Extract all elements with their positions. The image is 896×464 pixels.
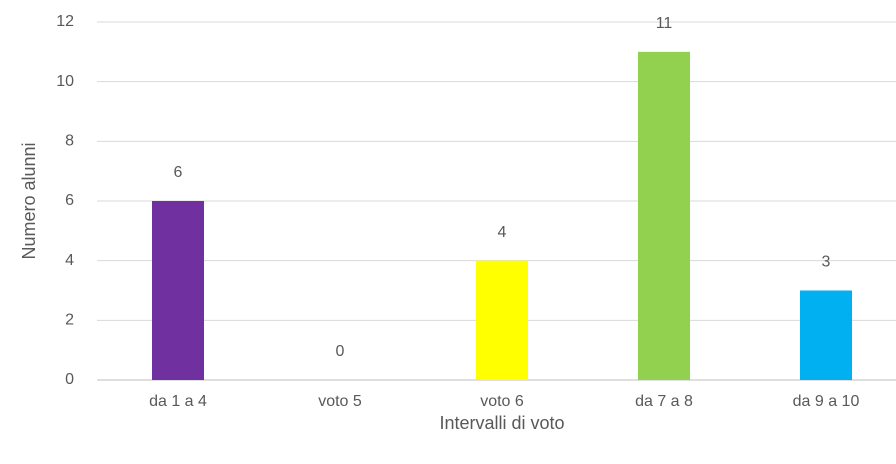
x-tick-label: voto 5: [318, 393, 362, 410]
data-label: 3: [822, 254, 831, 271]
x-tick-label: da 7 a 8: [635, 393, 693, 410]
bar: [800, 290, 852, 380]
y-tick-label: 2: [65, 312, 74, 329]
bar: [476, 260, 528, 380]
data-label: 11: [656, 15, 673, 32]
x-axis-label: Intervalli di voto: [439, 413, 564, 433]
y-tick-label: 10: [56, 73, 74, 90]
y-tick-label: 0: [65, 371, 74, 388]
data-label: 0: [336, 343, 345, 360]
x-tick-label: da 9 a 10: [793, 393, 860, 410]
x-tick-label: da 1 a 4: [149, 393, 207, 410]
x-tick-label: voto 6: [480, 393, 524, 410]
y-axis-label: Numero alunni: [19, 142, 39, 259]
y-tick-label: 4: [65, 252, 74, 269]
data-label: 4: [498, 224, 507, 241]
y-tick-label: 12: [56, 13, 74, 30]
y-tick-label: 8: [65, 133, 74, 150]
data-label: 6: [174, 164, 183, 181]
bar: [638, 51, 690, 380]
bar: [152, 201, 204, 380]
y-tick-label: 6: [65, 192, 74, 209]
